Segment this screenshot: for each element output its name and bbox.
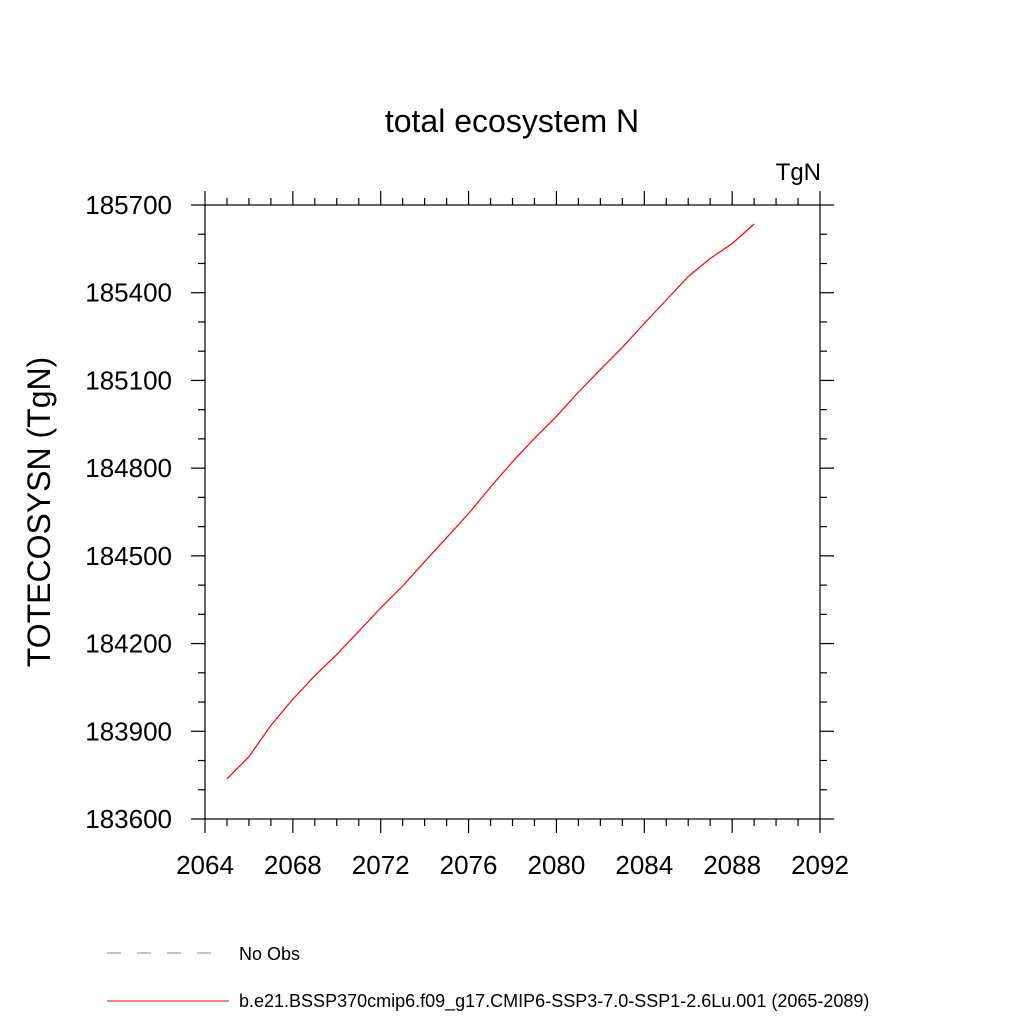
y-tick-label: 184200 [85,629,172,659]
x-tick-label: 2076 [440,850,498,880]
plot-frame [204,204,821,820]
x-tick-label: 2092 [791,850,849,880]
axis-tick-labels: 2064 2068 2072 2076 2080 2084 2088 2092 183600 18… [85,190,849,880]
y-tick-label: 184500 [85,541,172,571]
series-group [226,223,755,780]
units-label: TgN [776,159,821,186]
chart-title: total ecosystem N [385,103,639,139]
y-axis-label: TOTECOSYSN (TgN) [21,357,57,668]
series-line-0 [226,223,755,780]
legend-model-label: b.e21.BSSP370cmip6.f09_g17.CMIP6-SSP3-7.… [239,991,869,1012]
x-tick-label: 2084 [615,850,673,880]
axis-ticks [191,191,834,833]
y-tick-label: 185400 [85,278,172,308]
y-tick-label: 185100 [85,365,172,395]
y-tick-label: 185700 [85,190,172,220]
y-tick-label: 184800 [85,453,172,483]
x-tick-label: 2088 [703,850,761,880]
legend-obs-label: No Obs [239,944,300,964]
x-tick-label: 2080 [528,850,586,880]
x-tick-label: 2064 [176,850,234,880]
x-tick-label: 2072 [352,850,410,880]
x-tick-label: 2068 [264,850,322,880]
y-tick-label: 183600 [85,804,172,834]
y-tick-label: 183900 [85,716,172,746]
